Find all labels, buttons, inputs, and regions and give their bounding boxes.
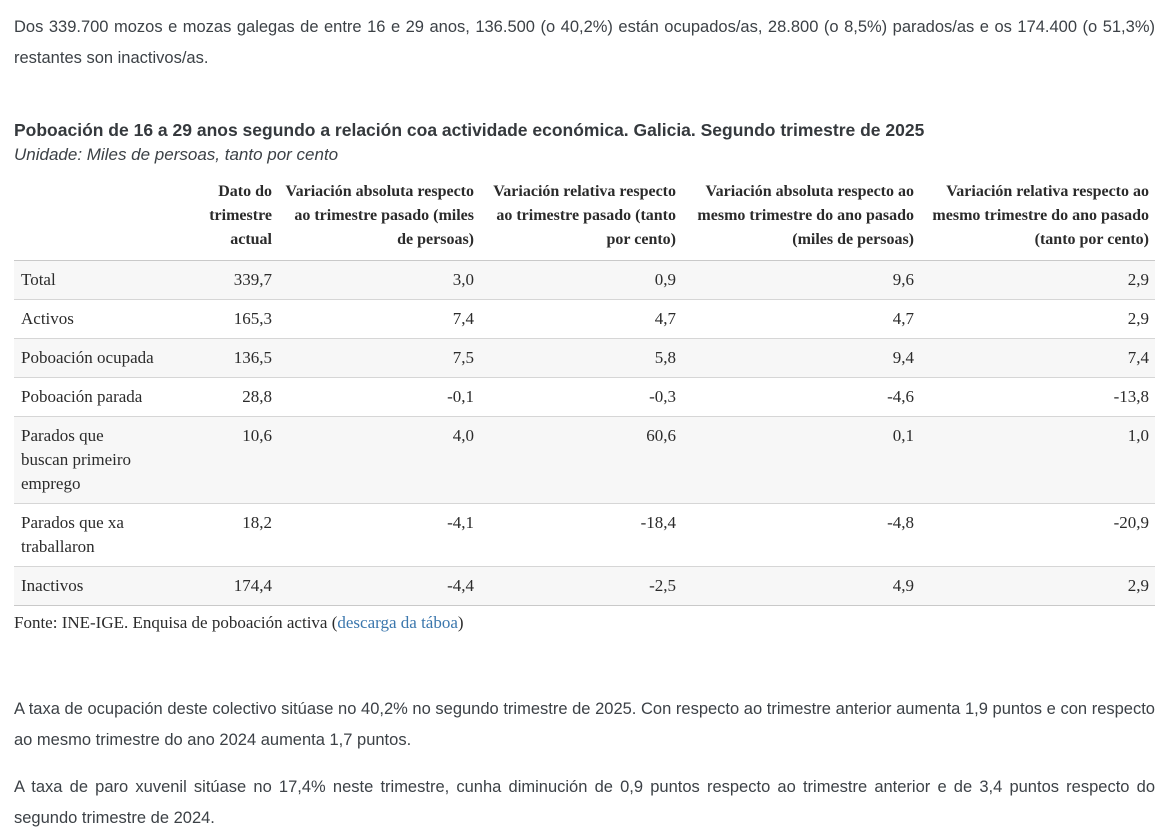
table-cell: -4,8 bbox=[887, 513, 914, 532]
table-cell: 1,0 bbox=[1127, 426, 1149, 445]
table-cell: 7,4 bbox=[1127, 348, 1149, 367]
table-source: Fonte: INE-IGE. Enquisa de poboación act… bbox=[14, 610, 1155, 636]
table-cell: 18,2 bbox=[242, 513, 272, 532]
table-header-row: Dato do trimestre actual Variación absol… bbox=[14, 180, 1155, 261]
row-label: Poboación ocupada bbox=[21, 348, 154, 367]
table-cell: 3,0 bbox=[452, 270, 474, 289]
column-header: Dato do trimestre actual bbox=[209, 183, 272, 248]
table-cell: 4,9 bbox=[892, 576, 914, 595]
table-unit-subtitle: Unidade: Miles de persoas, tanto por cen… bbox=[14, 145, 339, 164]
table-cell: -18,4 bbox=[640, 513, 676, 532]
table-cell: 9,6 bbox=[892, 270, 914, 289]
table-cell: -20,9 bbox=[1113, 513, 1149, 532]
table-title: Poboación de 16 a 29 anos segundo a rela… bbox=[14, 120, 925, 140]
table-cell: 339,7 bbox=[233, 270, 272, 289]
column-header: Variación relativa respecto ao mesmo tri… bbox=[932, 183, 1149, 248]
table-cell: 0,9 bbox=[654, 270, 676, 289]
table-cell: 10,6 bbox=[242, 426, 272, 445]
table-row: Inactivos 174,4 -4,4 -2,5 4,9 2,9 bbox=[14, 566, 1155, 606]
table-row: Activos 165,3 7,4 4,7 4,7 2,9 bbox=[14, 299, 1155, 339]
table-cell: 2,9 bbox=[1127, 270, 1149, 289]
row-label: Activos bbox=[21, 309, 74, 328]
column-header: Variación relativa respecto ao trimestre… bbox=[493, 183, 676, 248]
table-cell: 7,4 bbox=[452, 309, 474, 328]
table-header: Dato do trimestre actual Variación absol… bbox=[14, 180, 1155, 261]
table-cell: 60,6 bbox=[646, 426, 676, 445]
intro-paragraph: Dos 339.700 mozos e mozas galegas de ent… bbox=[14, 18, 1155, 67]
table-cell: -13,8 bbox=[1113, 387, 1149, 406]
table-cell: -4,1 bbox=[447, 513, 474, 532]
table-cell: 5,8 bbox=[654, 348, 676, 367]
table-cell: -0,1 bbox=[447, 387, 474, 406]
table-cell: 2,9 bbox=[1127, 309, 1149, 328]
download-table-link[interactable]: descarga da táboa bbox=[337, 613, 458, 632]
source-text: Fonte: INE-IGE. Enquisa de poboación act… bbox=[14, 613, 338, 632]
row-label: Parados que xa traballaron bbox=[21, 513, 124, 556]
occupation-rate-paragraph: A taxa de ocupación deste colectivo sitú… bbox=[14, 700, 1155, 749]
table-row: Poboación parada 28,8 -0,1 -0,3 -4,6 -13… bbox=[14, 377, 1155, 417]
row-label: Parados que buscan primeiro emprego bbox=[21, 426, 131, 493]
table-cell: -4,4 bbox=[447, 576, 474, 595]
table-row: Poboación ocupada 136,5 7,5 5,8 9,4 7,4 bbox=[14, 338, 1155, 378]
table-row: Parados que buscan primeiro emprego 10,6… bbox=[14, 416, 1155, 504]
unemployment-rate-paragraph: A taxa de paro xuvenil sitúase no 17,4% … bbox=[14, 778, 1155, 827]
column-header: Variación absoluta respecto ao mesmo tri… bbox=[697, 183, 914, 248]
statistics-table: Dato do trimestre actual Variación absol… bbox=[14, 180, 1155, 606]
table-cell: 165,3 bbox=[233, 309, 272, 328]
row-label: Inactivos bbox=[21, 576, 84, 595]
table-row: Total 339,7 3,0 0,9 9,6 2,9 bbox=[14, 260, 1155, 300]
table-cell: 0,1 bbox=[892, 426, 914, 445]
table-corner-cell bbox=[14, 180, 172, 261]
row-label: Poboación parada bbox=[21, 387, 143, 406]
table-cell: 4,7 bbox=[892, 309, 914, 328]
table-cell: 4,0 bbox=[452, 426, 474, 445]
table-cell: -4,6 bbox=[887, 387, 914, 406]
table-cell: 174,4 bbox=[233, 576, 272, 595]
table-cell: 7,5 bbox=[452, 348, 474, 367]
table-cell: 9,4 bbox=[892, 348, 914, 367]
table-cell: -0,3 bbox=[649, 387, 676, 406]
table-row: Parados que xa traballaron 18,2 -4,1 -18… bbox=[14, 503, 1155, 567]
commentary-section: A taxa de ocupación deste colectivo sitú… bbox=[14, 694, 1155, 834]
source-text-suffix: ) bbox=[457, 613, 464, 632]
table-cell: 136,5 bbox=[233, 348, 272, 367]
table-cell: -2,5 bbox=[649, 576, 676, 595]
column-header: Variación absoluta respecto ao trimestre… bbox=[285, 183, 474, 248]
table-cell: 28,8 bbox=[242, 387, 272, 406]
table-cell: 4,7 bbox=[654, 309, 676, 328]
row-label: Total bbox=[21, 270, 56, 289]
table-cell: 2,9 bbox=[1127, 576, 1149, 595]
